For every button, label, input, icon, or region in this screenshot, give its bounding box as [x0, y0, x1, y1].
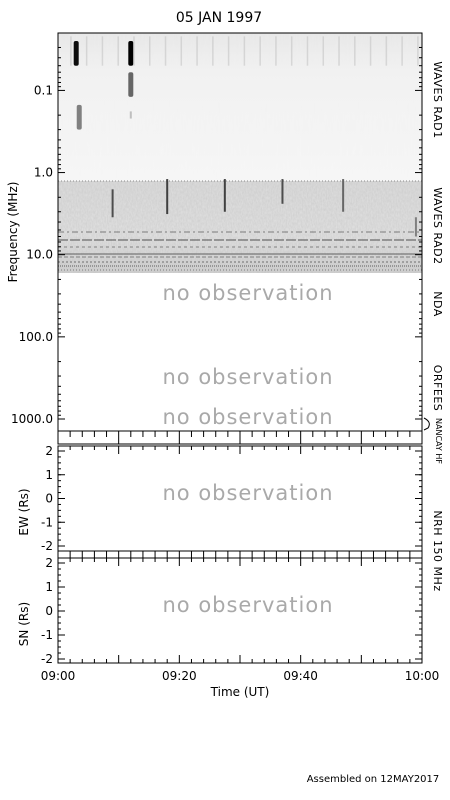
- y-tick-label: 10.0: [26, 248, 53, 262]
- burst-mark: [281, 179, 284, 204]
- no-observation-nda: no observation: [162, 281, 333, 305]
- rad1-faint-streak: [385, 36, 388, 66]
- rad1-faint-streak: [85, 36, 88, 66]
- sn-panel: 2 1 0 -1 -2 no observation SN (Rs): [17, 556, 423, 666]
- no-observation-orfees: no observation: [162, 365, 333, 389]
- panel-tick-label: -2: [41, 652, 53, 666]
- rad1-faint-streak: [101, 36, 104, 66]
- panel-tick-label: -1: [41, 628, 53, 642]
- time-tick-strip-ticks: [57, 431, 423, 444]
- rad1-faint-streak: [322, 36, 325, 66]
- y-tick-label: 0.1: [34, 83, 53, 97]
- rad1-faint-streak: [180, 36, 183, 66]
- panel-tick-label: 2: [45, 444, 53, 458]
- burst-mark: [73, 40, 79, 66]
- rad1-faint-streak: [338, 36, 340, 66]
- burst-mark: [128, 72, 134, 97]
- rad1-faint-streak: [164, 36, 167, 66]
- rad1-faint-streak: [259, 36, 261, 66]
- panel-tick-label: 0: [45, 604, 53, 618]
- figure-title: 05 JAN 1997: [176, 10, 262, 26]
- panel-tick-label: -1: [41, 515, 53, 529]
- rad1-faint-streak: [227, 36, 230, 66]
- no-observation-nancay-hf: no observation: [162, 405, 333, 429]
- rad1-faint-streak: [133, 36, 135, 66]
- rad1-faint-streak: [417, 36, 419, 66]
- spectrogram-y-ticks: 0.1 1.0 10.0 100.0 1000.0: [11, 32, 422, 426]
- rad1-faint-streak: [212, 36, 214, 66]
- sn-y-ticks: 2 1 0 -1 -2: [41, 556, 422, 666]
- ew-y-axis-label: EW (Rs): [17, 488, 31, 535]
- spectrogram-y-axis-label: Frequency (MHz): [6, 182, 20, 283]
- instrument-label-nancay-hf: NANCAY HF: [434, 418, 443, 464]
- x-axis-ticks: 09:00 09:20 09:40 10:00: [41, 446, 440, 683]
- panel-tick-label: 1: [45, 468, 53, 482]
- nancay-bracket: [423, 417, 430, 431]
- burst-mark: [76, 104, 82, 130]
- waves-rad2-noise: [58, 181, 422, 273]
- panel-tick-label: 1: [45, 580, 53, 594]
- burst-mark: [223, 179, 226, 212]
- panel-tick-label: 2: [45, 556, 53, 570]
- sn-no-observation: no observation: [162, 593, 333, 617]
- rad1-faint-streak: [275, 36, 277, 66]
- panel-tick-label: -2: [41, 539, 53, 553]
- x-tick-label: 09:00: [41, 669, 76, 683]
- burst-mark: [111, 189, 114, 218]
- nrh-divider-ticks: [57, 551, 423, 558]
- x-axis-label: Time (UT): [210, 685, 270, 699]
- burst-features: [70, 36, 419, 237]
- y-tick-label: 100.0: [19, 330, 53, 344]
- x-tick-label: 09:20: [162, 669, 197, 683]
- burst-mark: [414, 217, 417, 237]
- ew-panel: 2 1 0 -1 -2 no observation EW (Rs): [17, 444, 423, 553]
- instrument-label-waves-rad1: WAVES RAD1: [431, 61, 444, 138]
- burst-mark: [342, 179, 345, 212]
- rad1-faint-streak: [290, 36, 293, 66]
- x-tick-label: 10:00: [405, 669, 440, 683]
- spectrogram-panel: 0.1 1.0 10.0 100.0 1000.0 no observation no …: [6, 32, 423, 432]
- sn-y-axis-label: SN (Rs): [17, 602, 31, 646]
- rad1-faint-streak: [117, 36, 119, 66]
- assembled-footer: Assembled on 12MAY2017: [307, 774, 440, 785]
- panel-tick-label: 0: [45, 492, 53, 506]
- y-tick-label: 1000.0: [11, 412, 53, 426]
- burst-mark: [128, 40, 134, 66]
- instrument-label-orfees: ORFEES: [431, 365, 444, 412]
- waves-rad1-noise: [58, 33, 422, 181]
- rad1-faint-streak: [369, 36, 372, 66]
- burst-mark: [166, 179, 169, 215]
- rad1-faint-streak: [354, 36, 356, 66]
- rad1-faint-streak: [306, 36, 309, 66]
- rad1-faint-streak: [243, 36, 246, 66]
- burst-mark: [129, 111, 132, 119]
- instrument-label-waves-rad2: WAVES RAD2: [431, 187, 444, 264]
- x-tick-label: 09:40: [283, 669, 318, 683]
- instrument-labels: WAVES RAD1 WAVES RAD2 NDA ORFEES NANCAY …: [423, 61, 444, 592]
- y-tick-label: 1.0: [34, 166, 53, 180]
- instrument-label-nda: NDA: [431, 291, 444, 317]
- ew-no-observation: no observation: [162, 481, 333, 505]
- rad2-interference-lines: [58, 231, 422, 271]
- rad1-faint-streak: [401, 36, 403, 66]
- rad1-faint-streak: [70, 36, 72, 66]
- instrument-label-nrh: NRH 150 MHz: [431, 510, 444, 591]
- rad1-faint-streak: [196, 36, 198, 66]
- rad1-faint-streak: [149, 36, 151, 66]
